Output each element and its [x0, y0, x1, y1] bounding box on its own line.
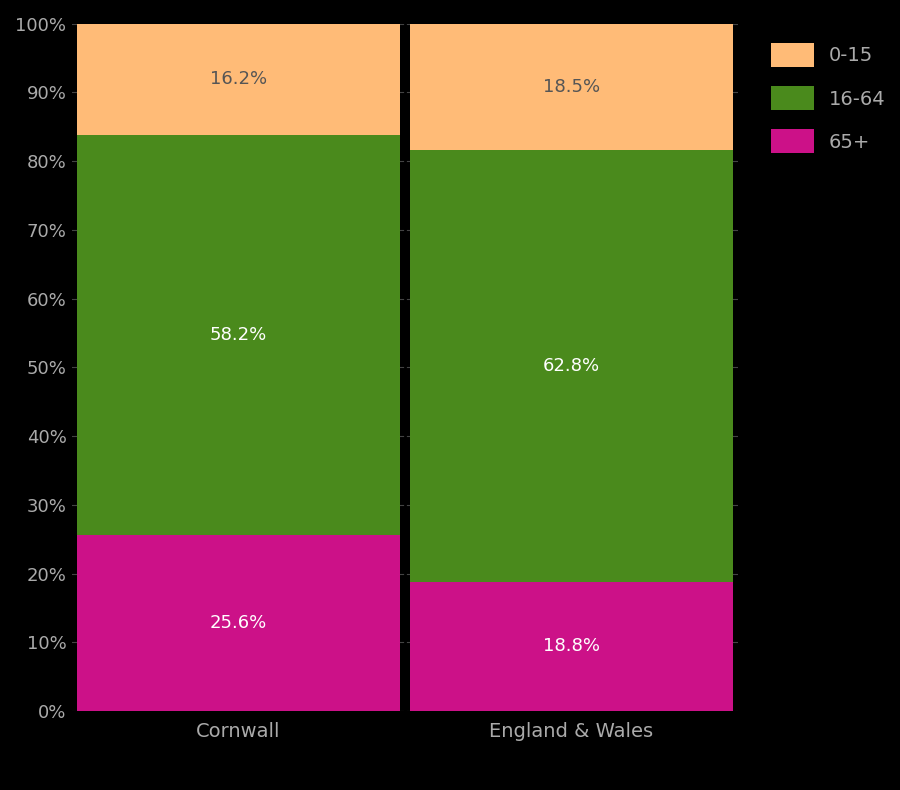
Text: 62.8%: 62.8% — [543, 357, 600, 375]
Text: 58.2%: 58.2% — [210, 326, 267, 344]
Bar — [410, 23, 733, 150]
Bar — [410, 581, 733, 711]
Bar — [77, 135, 400, 535]
Bar — [77, 24, 400, 135]
Text: 25.6%: 25.6% — [210, 614, 267, 632]
Bar — [77, 535, 400, 711]
Text: 16.2%: 16.2% — [210, 70, 267, 88]
Bar — [410, 150, 733, 581]
Legend: 0-15, 16-64, 65+: 0-15, 16-64, 65+ — [761, 33, 896, 163]
Text: 18.8%: 18.8% — [543, 638, 600, 656]
Text: 18.5%: 18.5% — [543, 77, 600, 96]
